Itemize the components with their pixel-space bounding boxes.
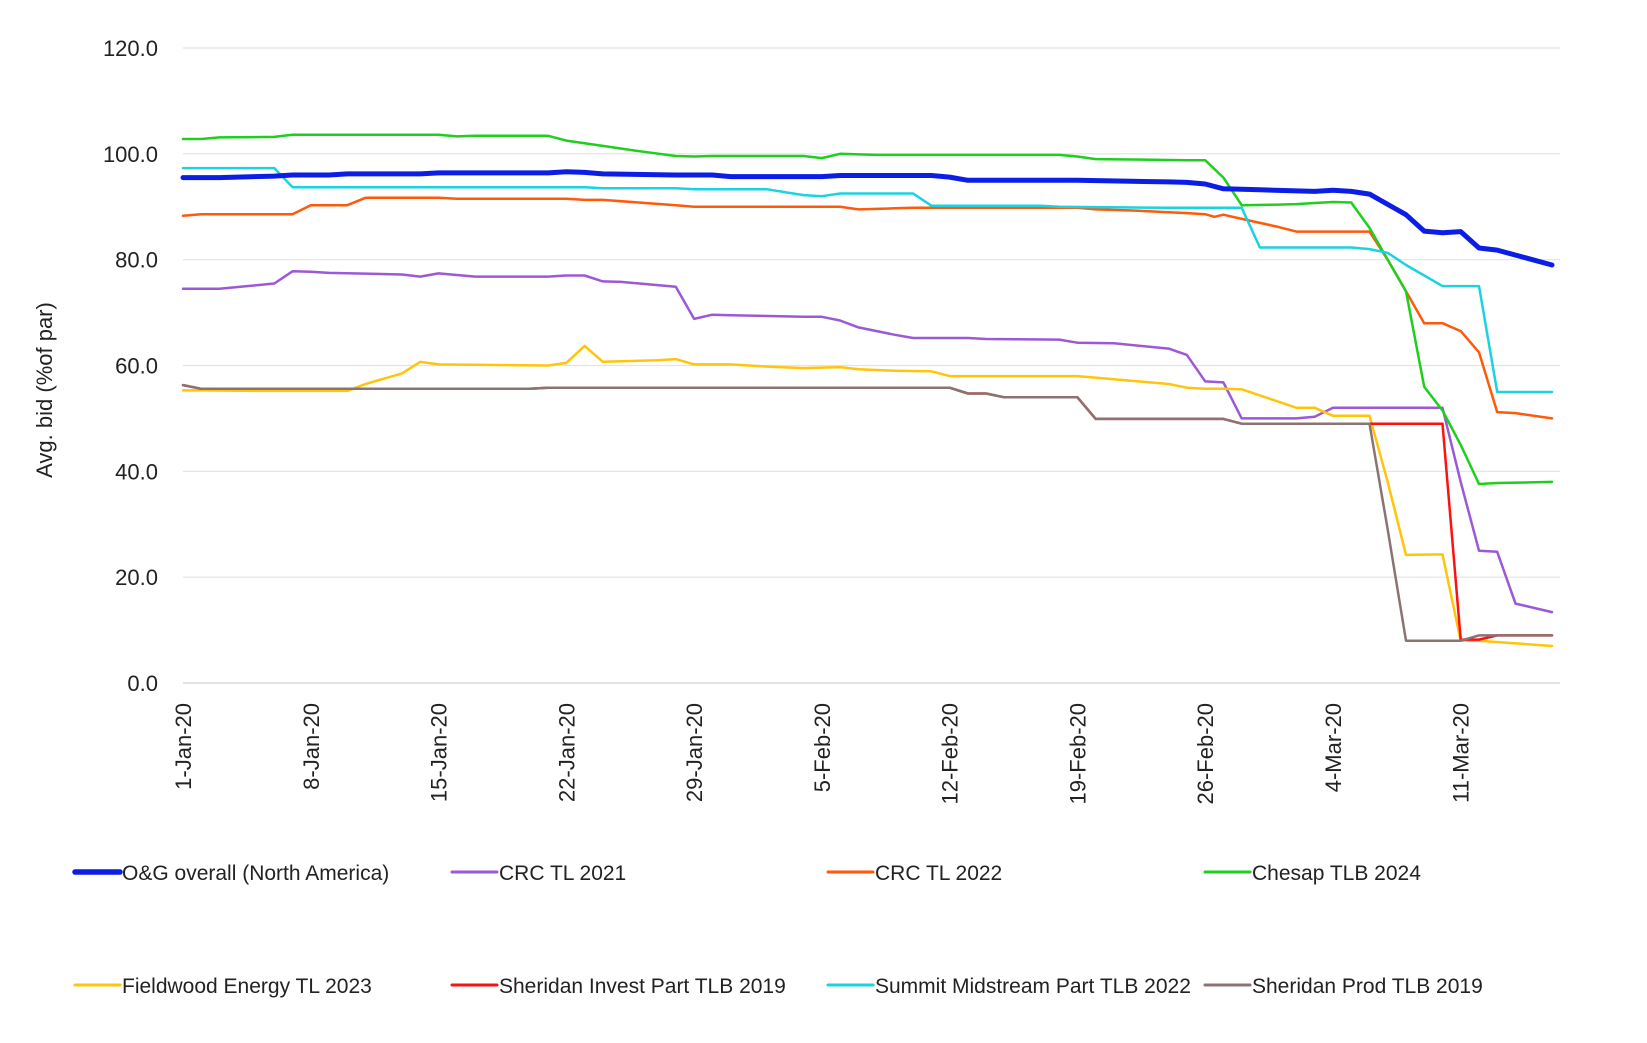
x-tick-label: 11-Mar-20 — [1449, 703, 1474, 803]
x-tick-label: 8-Jan-20 — [299, 703, 324, 790]
legend-label: Sheridan Invest Part TLB 2019 — [499, 975, 786, 998]
legend-label: CRC TL 2021 — [499, 862, 626, 885]
legend-label: CRC TL 2022 — [875, 862, 1002, 885]
legend: O&G overall (North America) CRC TL 2021 CR… — [72, 862, 1483, 998]
legend-label: Chesap TLB 2024 — [1252, 862, 1421, 885]
x-tick-label: 29-Jan-20 — [682, 703, 707, 802]
legend-label: O&G overall (North America) — [122, 862, 389, 885]
y-tick-label: 80.0 — [115, 248, 158, 273]
series-line — [180, 169, 1555, 268]
y-tick-label: 100.0 — [103, 142, 158, 167]
series-line — [181, 133, 1554, 486]
series-line — [181, 166, 1554, 394]
x-tick-label: 4-Mar-20 — [1321, 703, 1346, 792]
series-line — [181, 270, 1554, 614]
legend-label: Sheridan Prod TLB 2019 — [1252, 975, 1483, 998]
y-axis-title: Avg. bid (%of par) — [32, 302, 57, 478]
x-tick-label: 19-Feb-20 — [1065, 703, 1090, 805]
series-line — [181, 196, 1554, 420]
gridlines — [183, 47, 1560, 684]
x-tick-label: 26-Feb-20 — [1193, 703, 1218, 805]
y-tick-label: 40.0 — [115, 459, 158, 484]
x-tick-label: 15-Jan-20 — [427, 703, 452, 802]
legend-label: Summit Midstream Part TLB 2022 — [875, 975, 1191, 998]
y-axis-tick-labels: 0.0 20.0 40.0 60.0 80.0 100.0 120.0 — [103, 36, 158, 696]
x-tick-label: 12-Feb-20 — [938, 703, 963, 805]
y-tick-label: 0.0 — [127, 671, 158, 696]
series-line — [181, 383, 1554, 642]
y-tick-label: 60.0 — [115, 354, 158, 379]
y-tick-label: 120.0 — [103, 36, 158, 61]
y-tick-label: 20.0 — [115, 565, 158, 590]
legend-label: Fieldwood Energy TL 2023 — [122, 975, 372, 998]
x-tick-label: 1-Jan-20 — [171, 703, 196, 790]
x-tick-label: 22-Jan-20 — [554, 703, 579, 802]
series-lines — [180, 133, 1555, 648]
x-tick-label: 5-Feb-20 — [810, 703, 835, 792]
series-line — [181, 344, 1554, 648]
x-axis-tick-labels: 1-Jan-20 8-Jan-20 15-Jan-20 22-Jan-20 29-Jan… — [171, 703, 1474, 805]
